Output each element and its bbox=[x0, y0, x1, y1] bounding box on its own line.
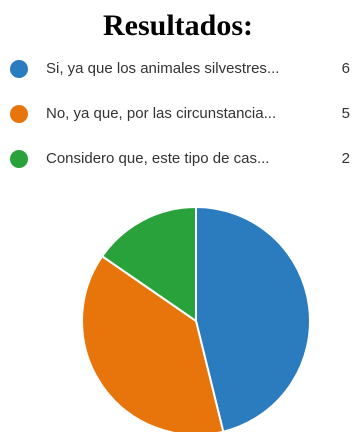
pie-slice-2[interactable] bbox=[81, 255, 225, 432]
legend-value-2: 5 bbox=[341, 105, 350, 122]
legend-item-1[interactable]: Si, ya que los animales silvestres... 6 bbox=[0, 52, 356, 86]
legend-label-2: No, ya que, por las circunstancia... bbox=[46, 105, 277, 122]
pie-slice-3[interactable] bbox=[101, 206, 197, 322]
legend-value-1: 6 bbox=[341, 60, 350, 77]
legend-label-3: Considero que, este tipo de cas... bbox=[46, 150, 270, 167]
legend-value-3: 2 bbox=[341, 150, 350, 167]
legend-swatch-3 bbox=[10, 150, 28, 168]
chart-title: Resultados: bbox=[102, 9, 253, 42]
pie-slice-1[interactable] bbox=[195, 206, 311, 432]
legend-item-3[interactable]: Considero que, este tipo de cas... 2 bbox=[0, 142, 356, 176]
legend-item-2[interactable]: No, ya que, por las circunstancia... 5 bbox=[0, 97, 356, 131]
legend-swatch-1 bbox=[10, 60, 28, 78]
pie-slices bbox=[81, 206, 311, 432]
legend-label-1: Si, ya que los animales silvestres... bbox=[46, 60, 280, 77]
pie-chart bbox=[81, 206, 311, 432]
legend-swatch-2 bbox=[10, 105, 28, 123]
